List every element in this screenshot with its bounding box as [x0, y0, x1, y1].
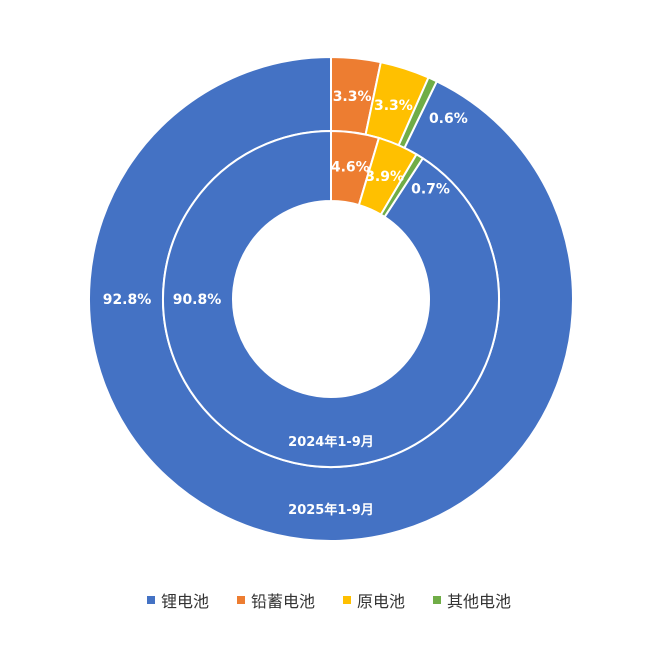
- inner-slice-other: [379, 153, 425, 219]
- outer-label-other: 0.6%: [429, 111, 468, 127]
- inner-label-primary: 3.9%: [365, 169, 404, 185]
- outer-ring-name: 2025年1-9月: [288, 502, 374, 518]
- legend-label-lead-acid: 铅蓄电池: [251, 592, 315, 611]
- legend-swatch-lithium: [147, 596, 155, 604]
- inner-slice-lithium: [162, 129, 500, 468]
- legend-label-primary: 原电池: [357, 592, 405, 611]
- ring-labels-group: 2025年1-9月 2024年1-9月: [288, 434, 374, 518]
- inner-label-lead-acid: 4.6%: [331, 159, 370, 175]
- legend-item-primary: 原电池: [343, 592, 405, 611]
- legend-swatch-other: [433, 596, 441, 604]
- legend-label-lithium: 锂电池: [161, 592, 209, 611]
- inner-label-lithium: 90.8%: [173, 292, 222, 308]
- legend-item-lead-acid: 铅蓄电池: [237, 592, 315, 611]
- slice-labels-group: 92.8% 3.3%3.3% 0.6% 90.8% 4.6%3.9% 0.7%: [103, 89, 468, 308]
- legend-item-other: 其他电池: [433, 592, 511, 611]
- legend-swatch-primary: [343, 596, 351, 604]
- inner-ring-name: 2024年1-9月: [288, 434, 374, 450]
- legend: 锂电池 铅蓄电池 原电池 其他电池: [147, 592, 511, 611]
- outer-label-lithium: 92.8%: [103, 292, 152, 308]
- inner-label-other: 0.7%: [411, 182, 450, 198]
- legend-item-lithium: 锂电池: [147, 592, 209, 611]
- slices-group: [88, 55, 574, 542]
- legend-label-other: 其他电池: [447, 592, 511, 611]
- outer-label-primary: 3.3%: [374, 98, 413, 114]
- outer-label-lead-acid: 3.3%: [333, 89, 372, 105]
- legend-swatch-lead-acid: [237, 596, 245, 604]
